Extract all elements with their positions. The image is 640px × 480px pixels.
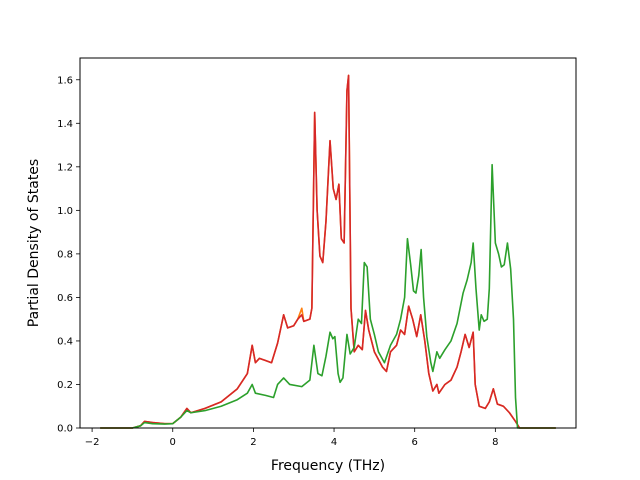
y-tick-label: 0.6 <box>57 293 73 304</box>
x-tick-label: 0 <box>170 437 176 448</box>
x-ticks: −2 0 2 4 6 8 <box>85 428 499 448</box>
y-tick-label: 0.8 <box>57 249 73 260</box>
y-tick-label: 1.6 <box>57 75 73 86</box>
x-tick-label: 4 <box>331 437 337 448</box>
series-line-2 <box>100 74 556 429</box>
x-tick-label: 8 <box>492 437 498 448</box>
x-tick-label: 6 <box>412 437 418 448</box>
y-tick-label: 1.2 <box>57 162 73 173</box>
y-tick-label: 0.2 <box>57 380 73 391</box>
series-layer <box>100 74 556 429</box>
y-axis-label: Partial Density of States <box>26 159 42 327</box>
series-line-3 <box>100 163 556 429</box>
x-tick-label: 2 <box>250 437 256 448</box>
y-ticks: 0.0 0.2 0.4 0.6 0.8 1.0 1.2 1.4 1.6 <box>57 75 80 435</box>
x-tick-label: −2 <box>85 437 100 448</box>
y-tick-label: 1.0 <box>57 206 73 217</box>
y-tick-label: 0.0 <box>57 424 73 435</box>
y-tick-label: 0.4 <box>57 336 73 347</box>
x-axis-label: Frequency (THz) <box>271 458 385 474</box>
y-tick-label: 1.4 <box>57 119 73 130</box>
axes-frame <box>79 57 577 429</box>
